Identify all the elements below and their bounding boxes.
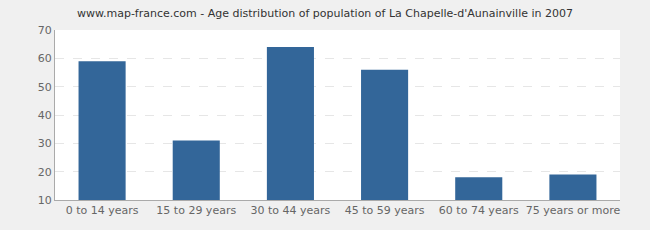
- svg-text:60 to 74 years: 60 to 74 years: [439, 204, 519, 217]
- svg-text:0 to 14 years: 0 to 14 years: [66, 204, 139, 217]
- svg-text:45 to 59 years: 45 to 59 years: [345, 204, 425, 217]
- svg-text:70: 70: [38, 24, 52, 37]
- svg-text:40: 40: [38, 109, 52, 122]
- svg-text:15 to 29 years: 15 to 29 years: [156, 204, 236, 217]
- svg-text:50: 50: [38, 81, 52, 94]
- svg-text:30: 30: [38, 137, 52, 150]
- svg-text:20: 20: [38, 166, 52, 179]
- svg-text:30 to 44 years: 30 to 44 years: [251, 204, 331, 217]
- svg-text:www.map-france.com - Age distr: www.map-france.com - Age distribution of…: [77, 7, 573, 20]
- svg-text:60: 60: [38, 52, 52, 65]
- svg-text:75 years or more: 75 years or more: [526, 204, 621, 217]
- svg-text:10: 10: [38, 194, 52, 207]
